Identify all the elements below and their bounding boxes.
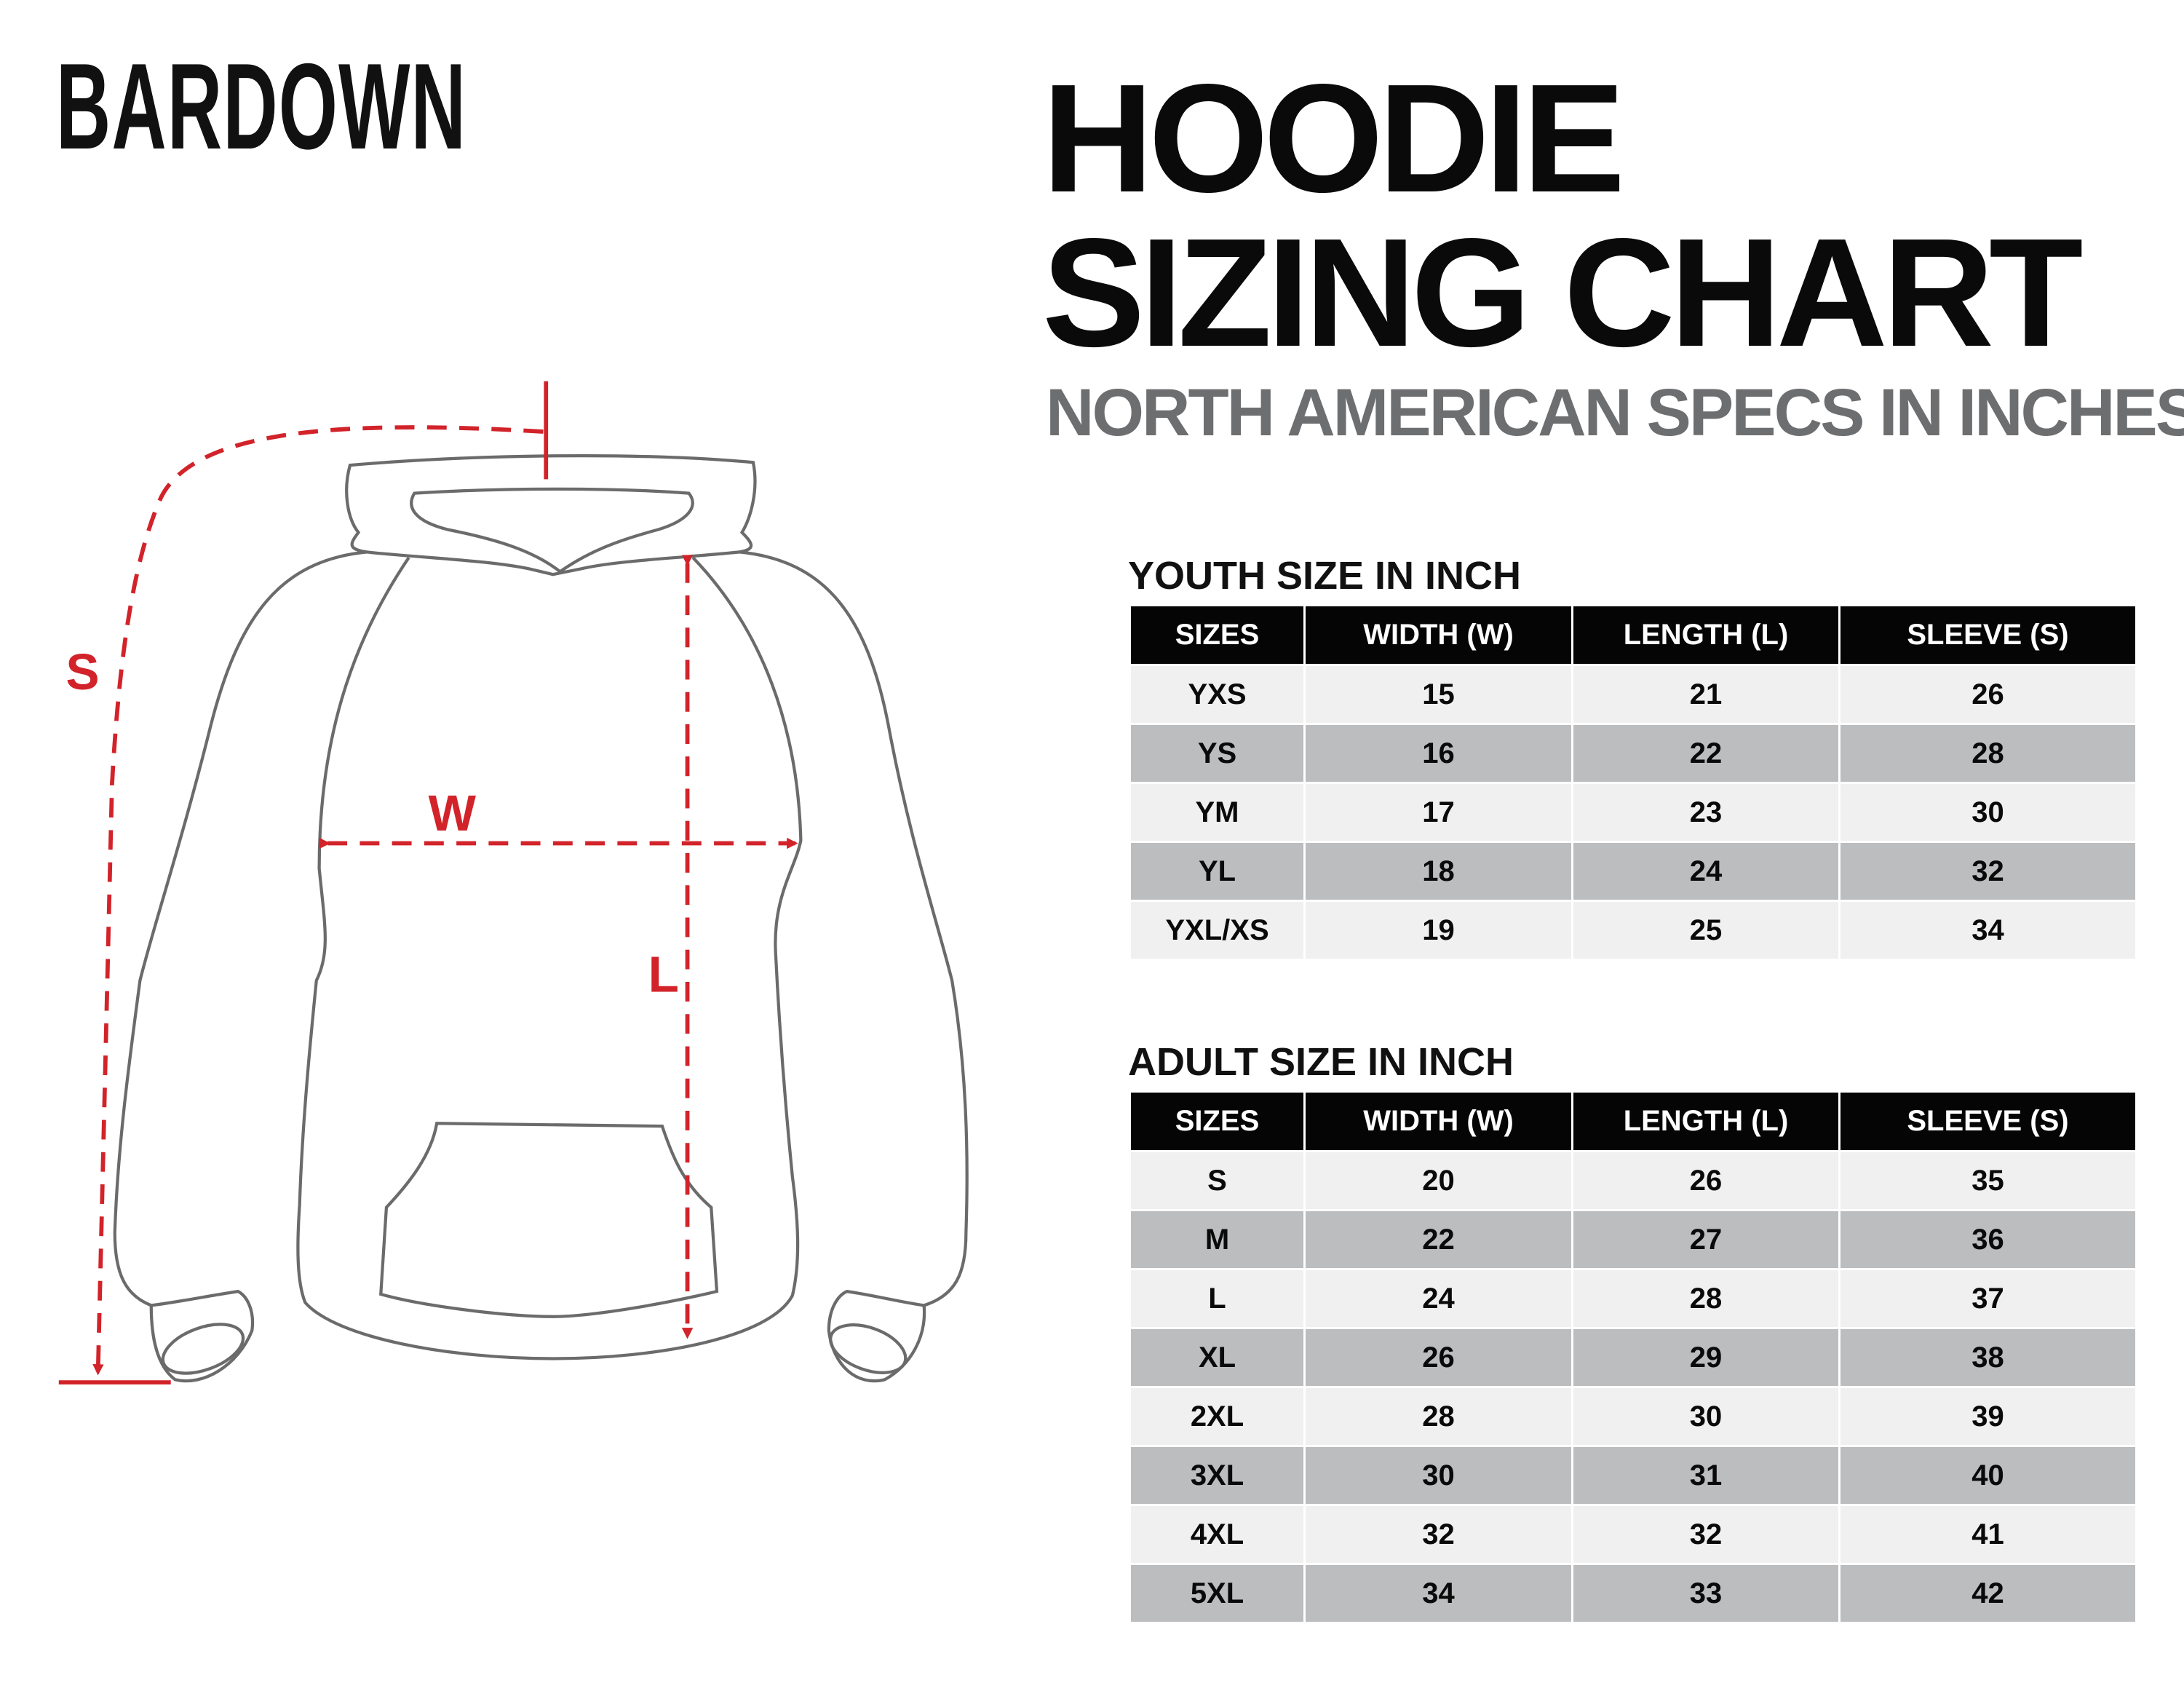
table-row: XL 26 29 38 [1129,1327,2137,1388]
table-row: S 20 26 35 [1129,1150,2137,1211]
width-cell: 34 [1303,1563,1573,1624]
table-row: YM 17 23 30 [1129,782,2137,843]
sleeve-cell: 28 [1838,723,2137,784]
page-subtitle: NORTH AMERICAN SPECS IN INCHES [1046,376,2184,450]
length-cell: 29 [1571,1327,1840,1388]
width-cell: 16 [1303,723,1573,784]
header-sizes: SIZES [1129,604,1306,666]
length-cell: 22 [1571,723,1840,784]
table-row: 2XL 28 30 39 [1129,1386,2137,1447]
width-cell: 17 [1303,782,1573,843]
header-sizes: SIZES [1129,1090,1306,1152]
table-row: YXL/XS 19 25 34 [1129,900,2137,961]
width-label: W [429,785,477,841]
sleeve-cell: 26 [1838,664,2137,725]
length-label: L [648,946,679,1002]
table-row: YXS 15 21 26 [1129,664,2137,725]
width-cell: 20 [1303,1150,1573,1211]
header-width: WIDTH (W) [1303,604,1573,666]
header-length: LENGTH (L) [1571,1090,1840,1152]
width-cell: 15 [1303,664,1573,725]
width-cell: 32 [1303,1504,1573,1565]
sleeve-cell: 34 [1838,900,2137,961]
title-line-1: HOODIE [1042,52,1625,224]
length-cell: 23 [1571,782,1840,843]
width-cell: 18 [1303,841,1573,902]
header-sleeve: SLEEVE (S) [1838,604,2137,666]
table-header-row: SIZES WIDTH (W) LENGTH (L) SLEEVE (S) [1129,604,2137,666]
size-cell: YL [1129,841,1306,902]
measurement-lines [58,381,798,1385]
length-cell: 31 [1571,1445,1840,1506]
size-cell: 2XL [1129,1386,1306,1447]
sleeve-label: S [65,643,99,700]
table-header-row: SIZES WIDTH (W) LENGTH (L) SLEEVE (S) [1129,1090,2137,1152]
width-cell: 19 [1303,900,1573,961]
size-cell: 5XL [1129,1563,1306,1624]
sleeve-cell: 41 [1838,1504,2137,1565]
header-sleeve: SLEEVE (S) [1838,1090,2137,1152]
table-row: 4XL 32 32 41 [1129,1504,2137,1565]
length-cell: 26 [1571,1150,1840,1211]
size-cell: 4XL [1129,1504,1306,1565]
brand-logo: BARDOWN [56,38,467,175]
size-cell: 3XL [1129,1445,1306,1506]
size-cell: YXS [1129,664,1306,725]
sleeve-cell: 42 [1838,1563,2137,1624]
header-width: WIDTH (W) [1303,1090,1573,1152]
sleeve-cell: 38 [1838,1327,2137,1388]
length-cell: 21 [1571,664,1840,725]
length-cell: 33 [1571,1563,1840,1624]
width-cell: 24 [1303,1268,1573,1329]
length-cell: 32 [1571,1504,1840,1565]
sleeve-cell: 36 [1838,1209,2137,1270]
table-row: L 24 28 37 [1129,1268,2137,1329]
size-cell: YXL/XS [1129,900,1306,961]
table-row: YS 16 22 28 [1129,723,2137,784]
length-cell: 30 [1571,1386,1840,1447]
sleeve-cell: 39 [1838,1386,2137,1447]
adult-section-label: ADULT SIZE IN INCH [1128,1040,1514,1084]
youth-section-label: YOUTH SIZE IN INCH [1128,554,1522,598]
sleeve-cell: 32 [1838,841,2137,902]
table-row: 3XL 30 31 40 [1129,1445,2137,1506]
title-line-2: SIZING CHART [1042,206,2083,379]
youth-size-table: SIZES WIDTH (W) LENGTH (L) SLEEVE (S) YX… [1129,604,2137,961]
width-cell: 26 [1303,1327,1573,1388]
sleeve-cell: 37 [1838,1268,2137,1329]
page-title: HOODIE SIZING CHART [1042,52,2083,379]
table-row: M 22 27 36 [1129,1209,2137,1270]
length-cell: 24 [1571,841,1840,902]
length-cell: 28 [1571,1268,1840,1329]
width-cell: 22 [1303,1209,1573,1270]
size-cell: M [1129,1209,1306,1270]
sleeve-cell: 35 [1838,1150,2137,1211]
sleeve-cell: 30 [1838,782,2137,843]
table-row: YL 18 24 32 [1129,841,2137,902]
size-cell: XL [1129,1327,1306,1388]
sleeve-cell: 40 [1838,1445,2137,1506]
hoodie-outline [113,453,969,1383]
length-cell: 25 [1571,900,1840,961]
width-cell: 30 [1303,1445,1573,1506]
width-cell: 28 [1303,1386,1573,1447]
size-cell: YM [1129,782,1306,843]
size-cell: YS [1129,723,1306,784]
size-cell: L [1129,1268,1306,1329]
header-length: LENGTH (L) [1571,604,1840,666]
size-cell: S [1129,1150,1306,1211]
table-row: 5XL 34 33 42 [1129,1563,2137,1624]
length-cell: 27 [1571,1209,1840,1270]
